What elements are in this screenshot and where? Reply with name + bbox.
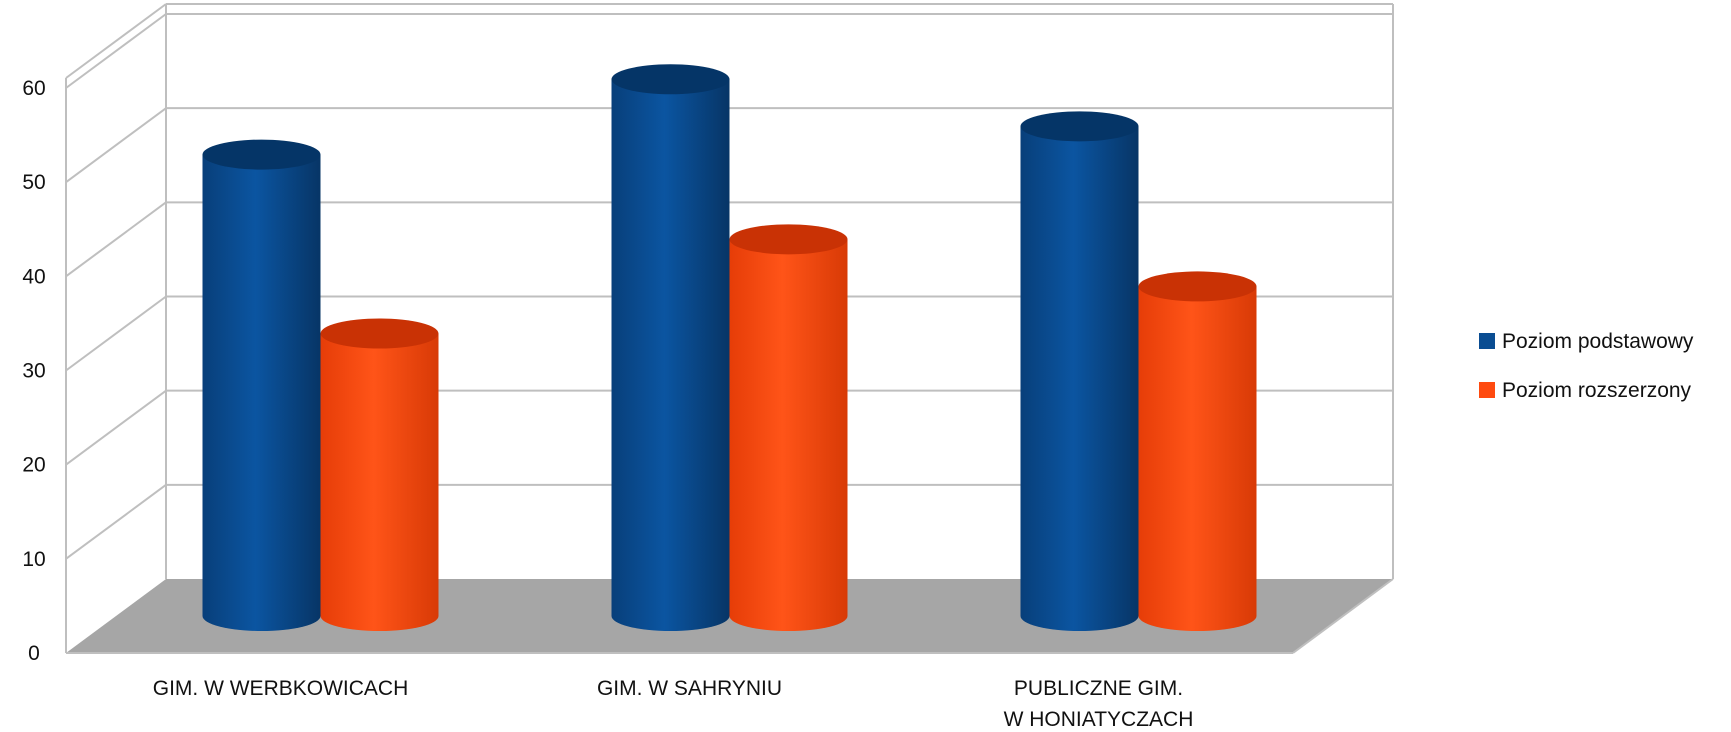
bar-top [1020,111,1139,142]
x-tick-label: GIM. W WERBKOWICACH [153,677,409,700]
y-tick-label: 10 [22,548,45,571]
bar-top [202,139,321,170]
bar-cylinder [1020,126,1139,632]
y-tick-label: 30 [22,360,45,383]
bar-top [729,224,848,255]
y-tick-label: 0 [28,642,40,665]
y-tick-label: 40 [22,265,45,288]
legend: Poziom podstawowy Poziom rozszerzony [1479,330,1694,402]
floor-right-edge [1292,578,1394,654]
bar-top [1138,271,1257,302]
bar-cylinder [320,333,439,632]
side-gridline [65,201,167,278]
side-wall-top-edge [65,3,167,79]
bar-top [320,318,439,349]
y-tick-label: 50 [22,171,45,194]
x-tick-label: W HONIATYCZACH [1004,708,1194,731]
y-tick-label: 20 [22,454,45,477]
bar-cylinder [202,154,321,632]
bar-cylinder [1138,286,1257,632]
legend-swatch [1479,382,1495,398]
bar-top [611,64,730,95]
x-tick-label: GIM. W SAHRYNIU [597,677,782,700]
side-gridline [65,484,167,560]
y-axis-ticks: 0 10 20 30 40 50 60 [22,77,45,665]
x-tick-label: PUBLICZNE GIM. [1014,677,1183,700]
bar-cylinder [729,239,848,632]
side-gridline [65,295,167,372]
side-gridline [65,13,167,89]
legend-swatch [1479,333,1495,349]
bars [202,64,1257,632]
legend-label: Poziom rozszerzony [1502,379,1692,402]
bar-cylinder [611,79,730,632]
legend-label: Poziom podstawowy [1502,330,1694,353]
side-gridline [65,389,167,466]
side-gridline [65,107,167,183]
x-axis-labels: GIM. W WERBKOWICACH GIM. W SAHRYNIU PUBLIC… [153,677,1194,731]
y-tick-label: 60 [22,77,45,100]
